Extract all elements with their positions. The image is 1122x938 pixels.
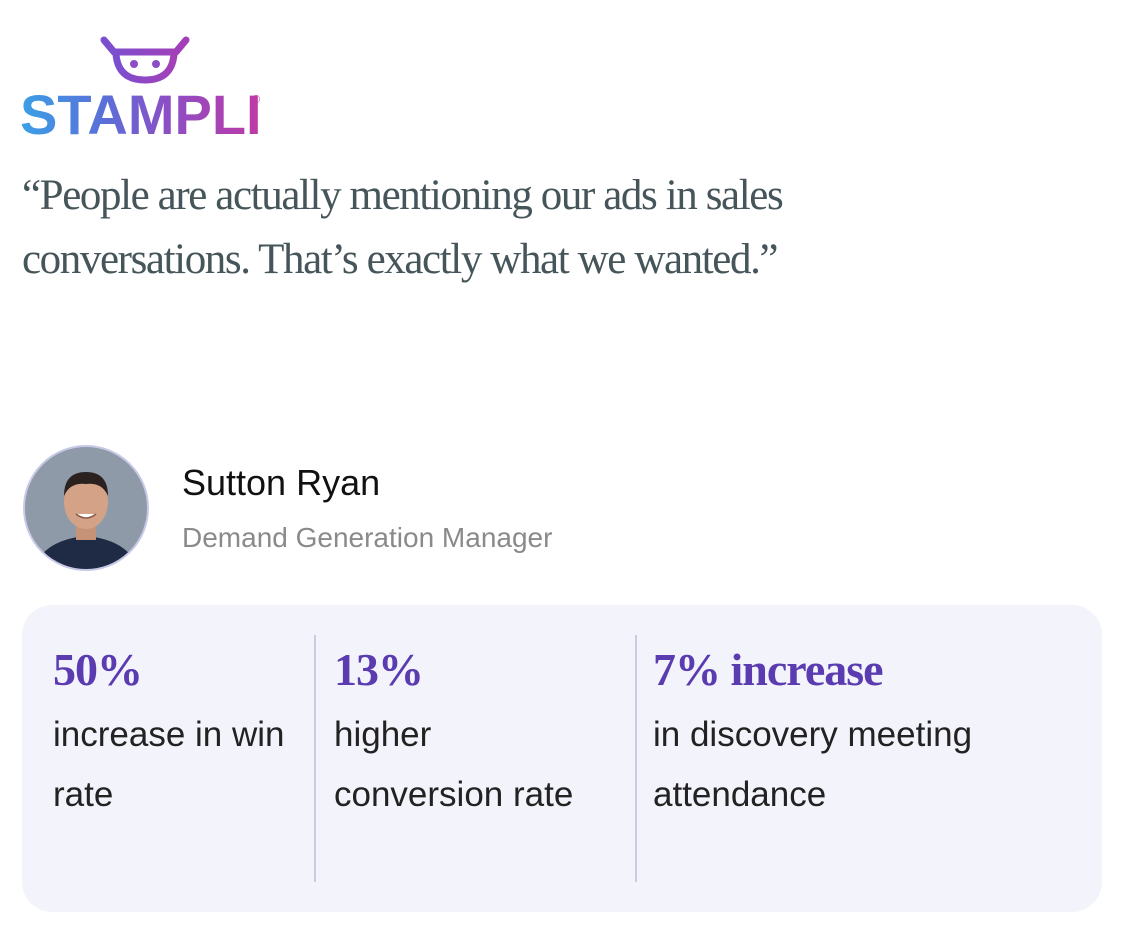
stat-label: in discovery meeting attendance	[653, 715, 973, 814]
stat: 50% increase in win rate	[53, 635, 293, 825]
stat-value: 13%	[334, 644, 424, 695]
stat-label: higher conversion rate	[334, 715, 574, 814]
quote: “People are actually mentioning our ads …	[22, 172, 784, 283]
person-name: Sutton Ryan	[182, 462, 381, 503]
stats-panel: 50% increase in win rate 13% higher conv…	[22, 605, 1102, 912]
person-role: Demand Generation Manager	[182, 522, 553, 553]
stat-label: increase in win rate	[53, 715, 285, 814]
stat-value: 7% increase	[653, 644, 884, 695]
avatar	[23, 445, 149, 571]
stat-value: 50%	[53, 644, 143, 695]
logo-text: STAMPLI	[20, 83, 262, 146]
divider	[635, 635, 637, 882]
stat: 7% increase in discovery meeting attenda…	[653, 635, 1063, 825]
divider	[314, 635, 316, 882]
logo-icon	[100, 36, 190, 84]
stat: 13% higher conversion rate	[334, 635, 574, 825]
logo-mark: ®	[252, 94, 261, 106]
